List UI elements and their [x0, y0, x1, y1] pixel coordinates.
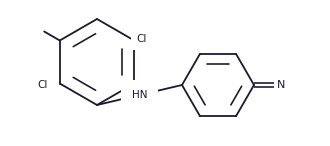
- Text: HN: HN: [132, 90, 147, 100]
- Text: N: N: [277, 80, 285, 90]
- Text: Cl: Cl: [136, 34, 147, 45]
- Text: Cl: Cl: [38, 80, 48, 91]
